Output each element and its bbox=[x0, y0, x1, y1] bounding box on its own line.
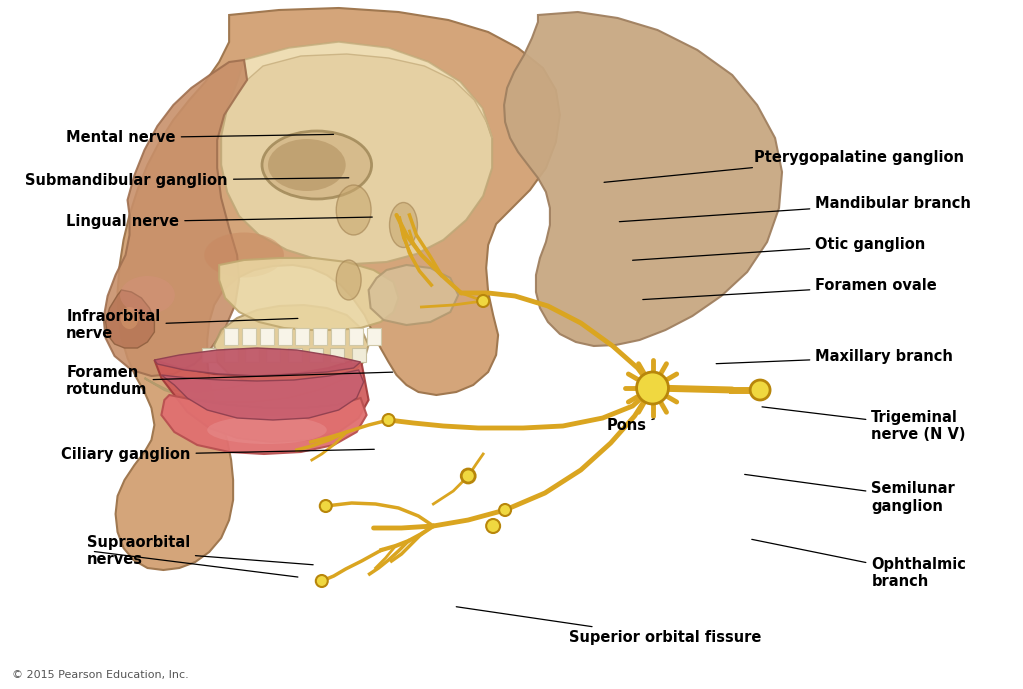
Polygon shape bbox=[224, 348, 237, 362]
Ellipse shape bbox=[337, 185, 371, 235]
Text: Foramen ovale: Foramen ovale bbox=[642, 278, 937, 300]
Ellipse shape bbox=[337, 260, 361, 300]
Polygon shape bbox=[242, 328, 256, 345]
Ellipse shape bbox=[262, 131, 371, 199]
Ellipse shape bbox=[390, 203, 417, 247]
Text: Pons: Pons bbox=[607, 418, 655, 433]
Polygon shape bbox=[287, 348, 302, 362]
Text: Foramen
rotundum: Foramen rotundum bbox=[66, 364, 393, 398]
Ellipse shape bbox=[208, 416, 326, 444]
Polygon shape bbox=[162, 370, 363, 420]
Polygon shape bbox=[203, 348, 216, 362]
Text: Otic ganglion: Otic ganglion bbox=[632, 237, 926, 260]
Polygon shape bbox=[154, 358, 368, 442]
Polygon shape bbox=[504, 12, 782, 346]
Polygon shape bbox=[221, 42, 492, 264]
Ellipse shape bbox=[121, 307, 138, 329]
Text: Mandibular branch: Mandibular branch bbox=[619, 196, 971, 222]
Circle shape bbox=[461, 469, 476, 483]
Polygon shape bbox=[105, 290, 154, 348]
Polygon shape bbox=[219, 258, 399, 330]
Polygon shape bbox=[244, 42, 492, 138]
Polygon shape bbox=[296, 328, 309, 345]
Polygon shape bbox=[116, 8, 560, 570]
Circle shape bbox=[477, 295, 489, 307]
Text: Lingual nerve: Lingual nerve bbox=[66, 214, 372, 229]
Circle shape bbox=[316, 575, 327, 587]
Text: Semilunar
ganglion: Semilunar ganglion bbox=[745, 475, 955, 514]
Text: Ophthalmic
branch: Ophthalmic branch bbox=[752, 539, 967, 590]
Polygon shape bbox=[244, 348, 259, 362]
Polygon shape bbox=[366, 328, 381, 345]
Text: © 2015 Pearson Education, Inc.: © 2015 Pearson Education, Inc. bbox=[12, 670, 188, 680]
Text: Ciliary ganglion: Ciliary ganglion bbox=[61, 447, 374, 462]
Polygon shape bbox=[349, 328, 363, 345]
Polygon shape bbox=[224, 328, 238, 345]
Text: Mental nerve: Mental nerve bbox=[66, 130, 333, 145]
Polygon shape bbox=[260, 328, 274, 345]
Polygon shape bbox=[313, 328, 327, 345]
Polygon shape bbox=[309, 348, 323, 362]
Text: Superior orbital fissure: Superior orbital fissure bbox=[456, 607, 761, 645]
Polygon shape bbox=[103, 60, 248, 376]
Polygon shape bbox=[368, 265, 458, 325]
Text: Trigeminal
nerve (N V): Trigeminal nerve (N V) bbox=[762, 407, 966, 442]
Polygon shape bbox=[266, 348, 280, 362]
Polygon shape bbox=[277, 328, 292, 345]
Polygon shape bbox=[352, 348, 365, 362]
Polygon shape bbox=[330, 348, 345, 362]
Polygon shape bbox=[331, 328, 345, 345]
Circle shape bbox=[499, 504, 512, 516]
Polygon shape bbox=[144, 305, 368, 402]
Text: Submandibular ganglion: Submandibular ganglion bbox=[26, 173, 349, 188]
Text: Infraorbital
nerve: Infraorbital nerve bbox=[66, 309, 298, 342]
Ellipse shape bbox=[205, 232, 284, 278]
Text: Supraorbital
nerves: Supraorbital nerves bbox=[87, 535, 313, 568]
Polygon shape bbox=[154, 348, 361, 376]
Circle shape bbox=[486, 519, 500, 533]
Circle shape bbox=[320, 500, 331, 512]
Text: Maxillary branch: Maxillary branch bbox=[716, 349, 953, 364]
Circle shape bbox=[383, 414, 395, 426]
Ellipse shape bbox=[268, 139, 346, 191]
Text: Pterygopalatine ganglion: Pterygopalatine ganglion bbox=[604, 150, 964, 183]
Ellipse shape bbox=[120, 276, 175, 314]
Polygon shape bbox=[162, 395, 366, 454]
Circle shape bbox=[750, 380, 770, 400]
Circle shape bbox=[636, 372, 668, 404]
